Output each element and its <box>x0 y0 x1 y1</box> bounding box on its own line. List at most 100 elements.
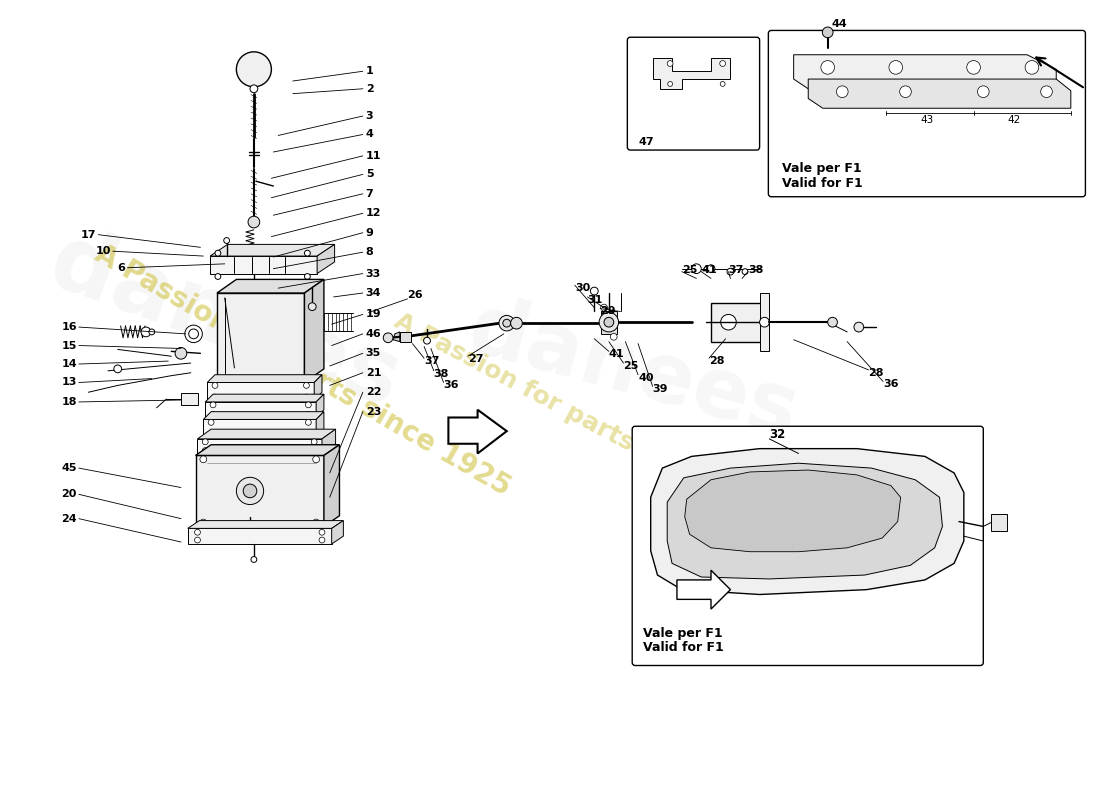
Text: 23: 23 <box>365 406 381 417</box>
Text: 24: 24 <box>62 514 77 524</box>
Text: danees: danees <box>460 288 807 454</box>
Text: 22: 22 <box>365 387 382 398</box>
Polygon shape <box>393 332 399 342</box>
Polygon shape <box>207 374 322 382</box>
Circle shape <box>1041 86 1053 98</box>
Circle shape <box>304 394 309 400</box>
Circle shape <box>141 327 151 337</box>
Polygon shape <box>323 445 340 526</box>
Text: 34: 34 <box>365 288 382 298</box>
FancyBboxPatch shape <box>632 426 983 666</box>
Circle shape <box>304 382 309 388</box>
Circle shape <box>591 287 598 295</box>
Polygon shape <box>196 455 323 526</box>
Circle shape <box>305 250 310 256</box>
Circle shape <box>499 315 515 331</box>
Polygon shape <box>399 332 411 342</box>
Polygon shape <box>305 279 323 382</box>
Text: 35: 35 <box>365 348 381 358</box>
Text: 10: 10 <box>96 246 111 256</box>
Circle shape <box>967 61 980 74</box>
Polygon shape <box>601 310 617 334</box>
Circle shape <box>1025 61 1038 74</box>
Circle shape <box>249 216 260 228</box>
Circle shape <box>312 456 319 462</box>
Text: 42: 42 <box>1008 115 1021 125</box>
Polygon shape <box>317 244 334 274</box>
Circle shape <box>236 478 264 505</box>
Text: 31: 31 <box>587 295 603 305</box>
Text: 40: 40 <box>638 373 653 382</box>
Text: 32: 32 <box>769 427 785 441</box>
Circle shape <box>202 439 208 445</box>
Circle shape <box>306 419 311 426</box>
Text: A Passion for parts since 1925: A Passion for parts since 1925 <box>389 308 779 530</box>
Circle shape <box>175 347 187 359</box>
Polygon shape <box>651 449 964 594</box>
Circle shape <box>854 322 864 332</box>
Polygon shape <box>207 382 315 400</box>
Circle shape <box>189 329 198 338</box>
Text: 20: 20 <box>62 490 77 499</box>
Circle shape <box>212 382 218 388</box>
Polygon shape <box>676 570 730 609</box>
Text: 27: 27 <box>468 354 483 364</box>
Text: 28: 28 <box>710 356 725 366</box>
Circle shape <box>249 283 258 293</box>
Text: 26: 26 <box>408 290 424 300</box>
Circle shape <box>821 61 835 74</box>
Polygon shape <box>206 394 323 402</box>
Text: 18: 18 <box>62 397 77 407</box>
Circle shape <box>311 439 317 445</box>
Text: 37: 37 <box>728 265 744 274</box>
Text: 39: 39 <box>652 384 668 394</box>
Text: 5: 5 <box>365 170 373 179</box>
Circle shape <box>305 274 310 279</box>
Circle shape <box>223 238 230 243</box>
Circle shape <box>707 265 715 273</box>
Text: 12: 12 <box>365 208 382 218</box>
Circle shape <box>900 86 911 98</box>
Text: 36: 36 <box>443 381 459 390</box>
Text: 28: 28 <box>869 368 884 378</box>
Circle shape <box>212 394 218 400</box>
Polygon shape <box>217 293 305 382</box>
Text: 29: 29 <box>601 306 616 317</box>
Polygon shape <box>684 470 901 552</box>
Text: 38: 38 <box>748 265 763 274</box>
Circle shape <box>306 402 311 408</box>
Text: 7: 7 <box>365 189 374 199</box>
Text: 43: 43 <box>920 115 933 125</box>
Circle shape <box>692 264 702 274</box>
Circle shape <box>202 448 208 454</box>
Circle shape <box>503 319 510 327</box>
Circle shape <box>720 314 736 330</box>
Circle shape <box>208 431 214 437</box>
Text: A Passion for parts since 1925: A Passion for parts since 1925 <box>90 240 515 502</box>
Text: 9: 9 <box>365 228 374 238</box>
Polygon shape <box>204 419 316 437</box>
Text: 44: 44 <box>832 18 847 29</box>
Text: 36: 36 <box>883 379 899 390</box>
Text: 8: 8 <box>365 247 374 257</box>
Text: danees: danees <box>37 218 411 426</box>
Text: 13: 13 <box>62 378 77 387</box>
Text: 47: 47 <box>638 138 653 147</box>
Text: 1: 1 <box>365 66 374 76</box>
Text: 3: 3 <box>365 111 373 121</box>
Circle shape <box>210 412 216 418</box>
Polygon shape <box>210 244 334 256</box>
Text: 45: 45 <box>62 463 77 473</box>
Circle shape <box>742 269 748 274</box>
Polygon shape <box>711 302 764 342</box>
Text: 37: 37 <box>425 356 440 366</box>
Circle shape <box>306 431 311 437</box>
Circle shape <box>727 268 734 275</box>
Text: 11: 11 <box>365 151 382 161</box>
Circle shape <box>720 82 725 86</box>
Text: 41: 41 <box>609 350 625 359</box>
Polygon shape <box>316 394 323 418</box>
Circle shape <box>148 329 155 335</box>
Circle shape <box>308 302 316 310</box>
Circle shape <box>719 61 726 66</box>
